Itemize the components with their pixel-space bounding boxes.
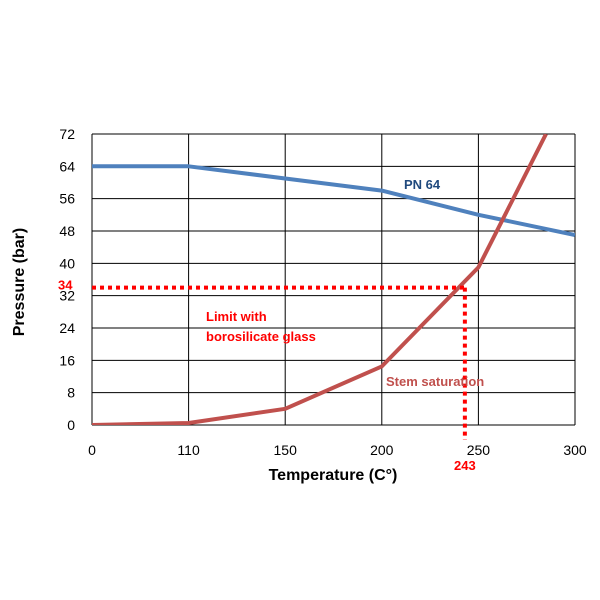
series-label-stem-saturation: Stem saturation (386, 374, 484, 389)
annotation-limit-line1: Limit with (206, 309, 267, 324)
x-tick-label-200: 200 (370, 442, 394, 458)
annotation-limit-line2: borosilicate glass (206, 329, 316, 344)
y-axis-title: Pressure (bar) (11, 228, 28, 337)
x-tick-label-250: 250 (467, 442, 491, 458)
x-axis-title: Temperature (C°) (269, 467, 398, 484)
series-layer (92, 134, 575, 425)
reference-lines: 34 243 (58, 278, 476, 473)
ref-label-243: 243 (454, 458, 476, 473)
y-tick-label-32: 32 (59, 288, 75, 304)
x-tick-label-110: 110 (177, 442, 200, 458)
y-tick-label-8: 8 (67, 385, 75, 401)
y-tick-label-48: 48 (59, 223, 75, 239)
series-label-pn64: PN 64 (404, 177, 441, 192)
x-tick-label-150: 150 (274, 442, 298, 458)
ref-label-34: 34 (58, 278, 73, 293)
tick-labels: 0 8 16 24 32 40 48 56 64 72 0 110 150 200 250 300 (59, 126, 586, 458)
grid (91, 133, 576, 426)
y-tick-label-40: 40 (59, 255, 75, 271)
y-tick-label-16: 16 (59, 352, 75, 368)
series-line-pn-64 (92, 164, 575, 237)
x-tick-label-300: 300 (563, 442, 587, 458)
y-tick-label-0: 0 (67, 417, 75, 433)
series-line-stem-saturation (92, 134, 548, 425)
y-tick-label-64: 64 (59, 158, 75, 174)
y-tick-label-24: 24 (59, 320, 75, 336)
x-tick-label-0: 0 (88, 442, 96, 458)
y-tick-label-72: 72 (59, 126, 75, 142)
y-tick-label-56: 56 (59, 191, 75, 207)
